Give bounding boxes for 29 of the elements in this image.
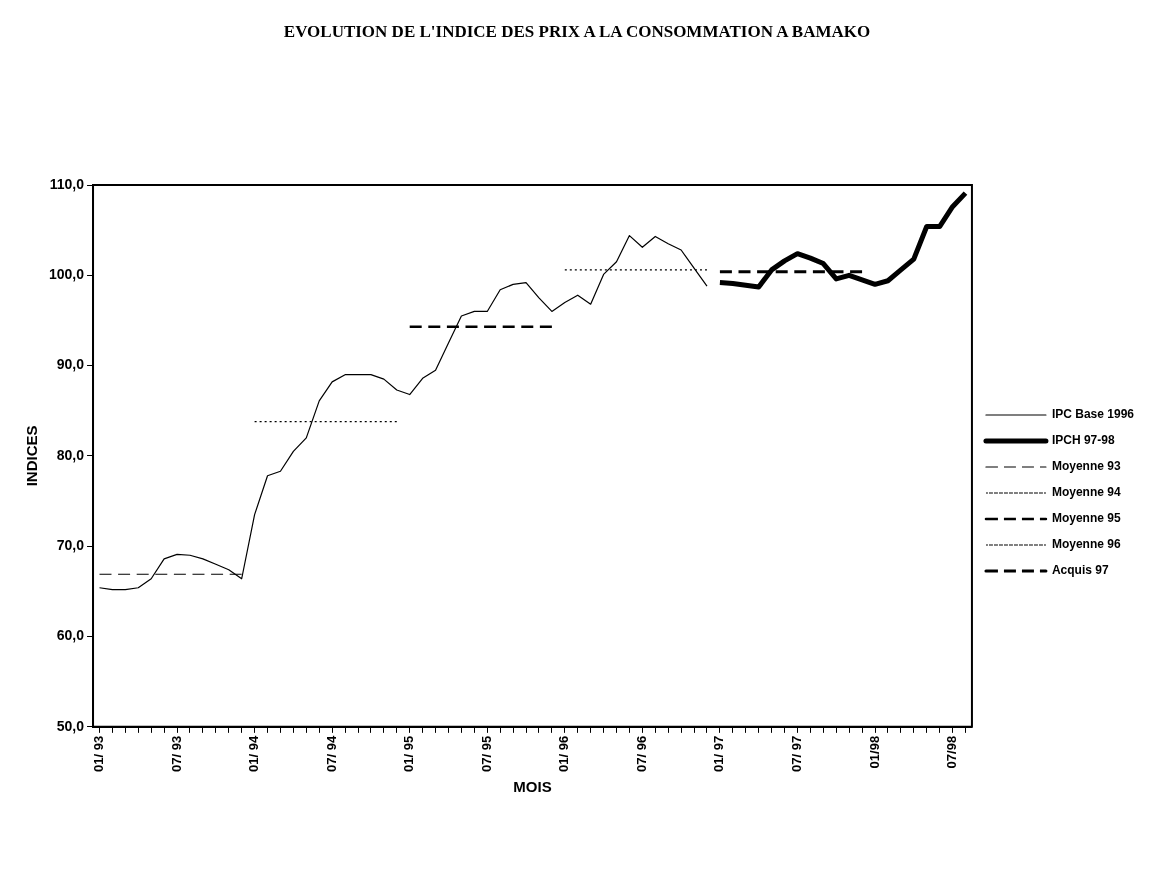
y-tick-label: 110,0: [49, 175, 85, 192]
x-tick-label: 01/98: [866, 735, 882, 769]
legend-label: IPCH 97-98: [1051, 433, 1115, 448]
legend-label: Moyenne 93: [1051, 459, 1121, 474]
x-tick-label: 07/ 95: [478, 735, 494, 773]
x-tick-label: 01/ 96: [556, 735, 572, 773]
x-axis-title: MOIS: [513, 778, 552, 796]
x-tick-label: 01/ 97: [711, 735, 727, 773]
y-tick-label: 70,0: [56, 537, 85, 554]
x-tick-label: 07/98: [944, 735, 960, 769]
y-tick-label: 80,0: [56, 446, 85, 463]
chart-title: EVOLUTION DE L'INDICE DES PRIX A LA CONSOMMATION A BAMAKO: [282, 22, 872, 42]
x-tick-label: 07/ 93: [168, 735, 184, 773]
x-tick-label: 01/ 93: [91, 735, 107, 773]
y-tick-label: 50,0: [56, 717, 85, 734]
legend-label: Acquis 97: [1051, 563, 1109, 578]
x-tick-label: 01/ 94: [246, 735, 262, 773]
x-tick-label: 07/ 96: [633, 735, 649, 773]
legend-label: Moyenne 94: [1051, 485, 1121, 500]
y-tick-label: 60,0: [56, 627, 85, 644]
y-tick-label: 90,0: [56, 356, 85, 373]
x-tick-label: 07/ 97: [789, 735, 805, 773]
x-tick-label: 01/ 95: [401, 735, 417, 773]
legend-label: Moyenne 96: [1051, 537, 1121, 552]
y-tick-label: 100,0: [48, 266, 85, 283]
x-tick-label: 07/ 94: [323, 735, 339, 773]
y-axis-title: INDICES: [23, 425, 41, 487]
legend-label: Moyenne 95: [1051, 511, 1121, 526]
legend-label: IPC Base 1996: [1051, 407, 1135, 422]
